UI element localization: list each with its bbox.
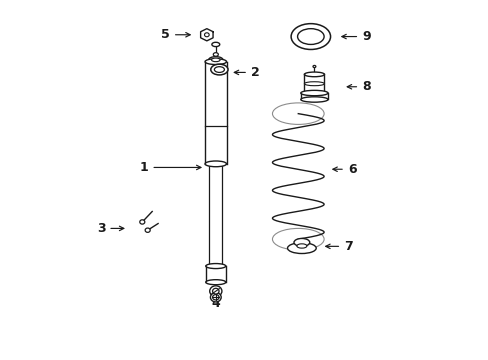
Text: 5: 5 — [161, 28, 190, 41]
Ellipse shape — [140, 220, 144, 224]
Ellipse shape — [145, 228, 150, 232]
Ellipse shape — [300, 90, 327, 96]
Ellipse shape — [300, 97, 327, 102]
Ellipse shape — [304, 82, 324, 86]
Ellipse shape — [293, 238, 309, 246]
Ellipse shape — [211, 58, 220, 62]
Text: 1: 1 — [140, 161, 201, 174]
Ellipse shape — [214, 67, 224, 72]
Text: 3: 3 — [97, 222, 123, 235]
Ellipse shape — [204, 33, 209, 37]
Ellipse shape — [210, 64, 227, 75]
Text: 7: 7 — [325, 240, 352, 253]
Ellipse shape — [208, 57, 223, 63]
Polygon shape — [200, 29, 213, 41]
Ellipse shape — [304, 72, 324, 77]
Ellipse shape — [212, 294, 219, 300]
Ellipse shape — [204, 161, 226, 167]
Ellipse shape — [287, 243, 316, 253]
Ellipse shape — [296, 244, 306, 248]
Ellipse shape — [205, 264, 225, 269]
Ellipse shape — [211, 42, 219, 46]
Text: 9: 9 — [341, 30, 370, 43]
Ellipse shape — [209, 286, 222, 297]
Text: 4: 4 — [211, 293, 220, 310]
Ellipse shape — [297, 29, 324, 44]
Text: 8: 8 — [346, 80, 370, 93]
Ellipse shape — [210, 293, 221, 302]
Text: 6: 6 — [332, 163, 356, 176]
Ellipse shape — [212, 288, 219, 294]
Ellipse shape — [290, 24, 330, 49]
Ellipse shape — [213, 53, 218, 56]
Ellipse shape — [312, 66, 315, 68]
Ellipse shape — [209, 264, 222, 268]
Ellipse shape — [205, 280, 225, 285]
Ellipse shape — [204, 59, 226, 64]
Text: 2: 2 — [234, 66, 259, 79]
